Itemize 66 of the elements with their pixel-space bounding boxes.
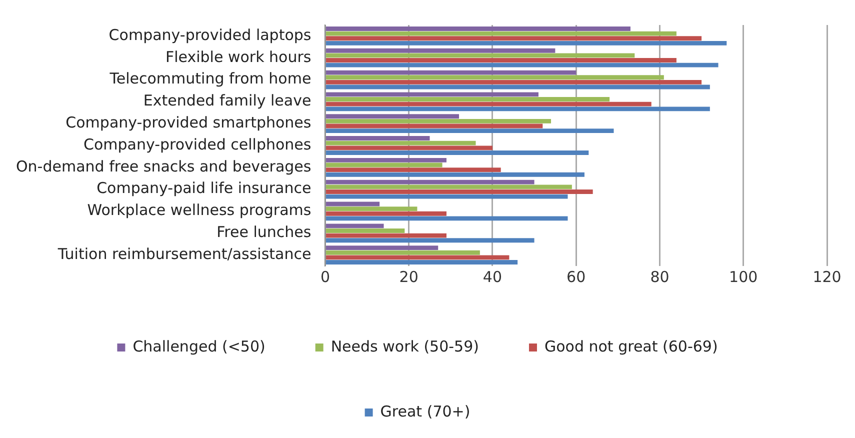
x-tick-label: 60 <box>566 268 586 286</box>
y-tick-label: Workplace wellness programs <box>87 201 312 220</box>
bar <box>326 206 418 212</box>
bar <box>326 255 510 260</box>
bar <box>326 106 710 112</box>
bar <box>326 31 676 36</box>
bar <box>326 180 534 184</box>
bar <box>326 70 576 75</box>
bar <box>326 184 572 190</box>
bar <box>326 136 430 140</box>
x-tick-label: 40 <box>482 268 502 286</box>
bar <box>326 233 446 238</box>
bar <box>326 124 543 128</box>
legend-label: Challenged (<50) <box>132 337 266 356</box>
y-tick-label: Extended family leave <box>143 92 312 110</box>
bar <box>326 118 552 124</box>
legend-label: Great (70+) <box>380 402 470 420</box>
bar <box>326 58 676 62</box>
bar <box>326 158 446 162</box>
y-tick-label: Company-provided laptops <box>108 26 312 44</box>
bar <box>326 128 614 134</box>
bar <box>326 92 538 97</box>
bar <box>326 53 635 58</box>
x-tick-label: 120 <box>812 268 842 286</box>
x-tick-label: 0 <box>320 268 330 286</box>
bar <box>326 140 476 146</box>
bar <box>326 162 442 168</box>
y-tick-label: Free lunches <box>216 223 312 242</box>
bar <box>326 40 727 46</box>
legend-label: Good not great (60-69) <box>544 337 718 356</box>
bar <box>326 150 589 155</box>
y-tick-label: Company-provided cellphones <box>84 135 312 154</box>
bar <box>326 102 652 106</box>
y-tick-label: Company-paid life insurance <box>96 179 312 198</box>
bar <box>326 36 702 41</box>
bar <box>326 190 593 194</box>
bar <box>326 194 568 199</box>
bar <box>326 168 501 172</box>
bar <box>326 216 568 221</box>
bar <box>326 97 610 102</box>
bar <box>326 228 405 233</box>
bar <box>326 114 460 119</box>
bar <box>326 260 518 264</box>
x-tick-label: 20 <box>399 268 418 286</box>
legend-label: Needs work (50-59) <box>330 337 479 356</box>
bar <box>326 202 380 206</box>
bar <box>326 48 556 53</box>
bar <box>326 26 630 31</box>
bar <box>326 250 480 255</box>
bar <box>326 224 384 228</box>
bar <box>326 238 534 243</box>
x-tick-label: 80 <box>650 268 670 286</box>
bar <box>326 146 492 150</box>
y-tick-label: Telecommuting from home <box>108 70 312 88</box>
bar <box>326 80 702 84</box>
bar <box>326 62 718 68</box>
bar <box>326 172 584 177</box>
y-tick-label: On-demand free snacks and beverages <box>16 157 312 176</box>
bar <box>326 211 446 216</box>
x-tick-label: 100 <box>729 268 758 286</box>
bar <box>326 84 710 90</box>
bar <box>326 246 438 250</box>
y-tick-label: Tuition reimbursement/assistance <box>56 244 312 263</box>
bar <box>326 75 664 80</box>
y-tick-label: Flexible work hours <box>165 48 312 66</box>
y-tick-label: Company-provided smartphones <box>66 113 312 132</box>
